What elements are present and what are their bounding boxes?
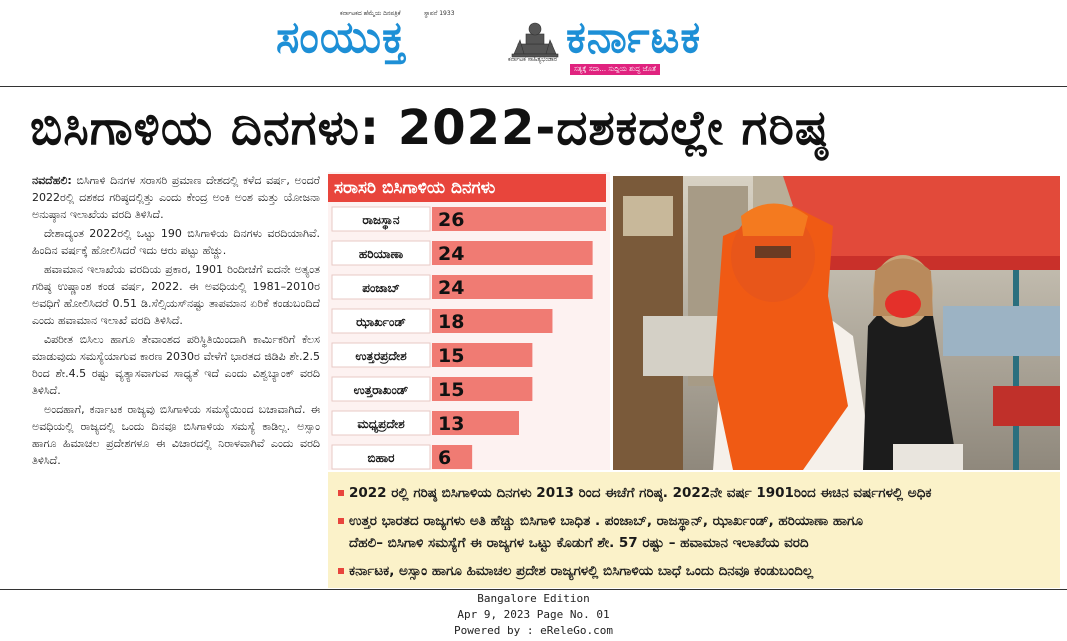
bar <box>432 377 533 401</box>
masthead: ಕರ್ನಾಟಕದ ಹೆಮ್ಮೆಯ ದಿನಪತ್ರಿಕೆ ಸ್ಥಾಪನೆ 1933… <box>0 0 1067 86</box>
headline: ಬಿಸಿಗಾಳಿಯ ದಿನಗಳು: 2022-ದಶಕದಲ್ಲೇ ಗರಿಷ್ಠ <box>30 100 829 156</box>
article-paragraph: ಹವಾಮಾನ ಇಲಾಖೆಯ ವರದಿಯ ಪ್ರಕಾರ, 1901 ರಿಂದೀಚೆ… <box>32 263 320 327</box>
category-label-box <box>331 206 431 232</box>
bar-value-label: 15 <box>438 345 464 367</box>
bar-value-label: 15 <box>438 379 464 401</box>
key-point: 2022 ರಲ್ಲಿ ಗರಿಷ್ಠ ಬಿಸಿಗಾಳಿಯ ದಿನಗಳು 2013 … <box>338 485 932 501</box>
category-label-box <box>331 274 431 300</box>
category-label: ಝಾರ್ಖಂಡ್ <box>356 315 406 329</box>
bar <box>432 309 553 333</box>
article-paragraph: ಅಂದಹಾಗೆ, ಕರ್ನಾಟಕ ರಾಜ್ಯವು ಬಿಸಿಗಾಳಿಯ ಸಮಸ್ಯ… <box>32 403 320 467</box>
heatwave-photo <box>613 176 1060 470</box>
category-label: ಉತ್ತರಪ್ರದೇಶ <box>355 349 407 364</box>
category-label-box <box>331 342 431 368</box>
masthead-founded-text: ಸ್ಥಾಪನೆ 1933 <box>424 10 455 17</box>
category-label: ಪಂಜಾಬ್ <box>362 281 400 295</box>
footer-powered-by: Powered by : eReleGo.com <box>454 624 613 637</box>
category-label-box <box>331 444 431 470</box>
category-label: ಹರಿಯಾಣಾ <box>359 247 403 261</box>
article-body: ನವದೆಹಲಿ: ಬಿಸಿಗಾಳಿ ದಿನಗಳ ಸರಾಸರಿ ಪ್ರಮಾಣ ದೇ… <box>32 172 320 589</box>
emblem-icon <box>511 22 559 58</box>
category-label: ರಾಜಸ್ಥಾನ <box>362 213 399 231</box>
bar-value-label: 26 <box>438 209 464 231</box>
masthead-tagline: ಸತ್ಯಕ್ಕೆ ಸದಾ... ಸುದ್ದಿಯ ಶುದ್ಧ ಜೊತೆ <box>570 64 660 75</box>
bar-chart: ಸರಾಸರಿ ಬಿಸಿಗಾಳಿಯ ದಿನಗಳು ರಾಜಸ್ಥಾನ 26 ಹರಿಯಾಣ… <box>328 172 610 470</box>
masthead-logo-right: ಕರ್ನಾಟಕ <box>566 12 702 63</box>
bar <box>432 445 473 469</box>
chart-svg: ರಾಜಸ್ಥಾನ 26 ಹರಿಯಾಣಾ 24 ಪಂಜಾಬ್ 24 ಝಾರ್ಖಂಡ್ 18 ಉತ್… <box>331 206 606 470</box>
footer-divider <box>0 589 1067 590</box>
bar-value-label: 13 <box>438 413 464 435</box>
bullet-square-icon <box>338 568 344 574</box>
category-label-box <box>331 240 431 266</box>
article-paragraph: ನವದೆಹಲಿ: ಬಿಸಿಗಾಳಿ ದಿನಗಳ ಸರಾಸರಿ ಪ್ರಮಾಣ ದೇ… <box>32 174 320 221</box>
bar-value-label: 24 <box>438 243 464 265</box>
bar <box>432 275 593 299</box>
category-label: ಬಿಹಾರ <box>368 451 396 465</box>
bullet-square-icon <box>338 490 344 496</box>
category-label: ಉತ್ತರಾಖಂಡ್ <box>354 383 409 398</box>
category-label-box <box>331 308 431 334</box>
bar-value-label: 24 <box>438 277 464 299</box>
article-paragraph: ದೇಶಾದ್ಯಂತ 2022ರಲ್ಲಿ ಒಟ್ಟು 190 ಬಿಸಿಗಾಳಿಯ … <box>32 227 320 257</box>
key-point: ಕರ್ನಾಟಕ, ಅಸ್ಸಾಂ ಹಾಗೂ ಹಿಮಾಚಲ ಪ್ರದೇಶ ರಾಜ್ಯ… <box>338 563 813 579</box>
key-points-box: 2022 ರಲ್ಲಿ ಗರಿಷ್ಠ ಬಿಸಿಗಾಳಿಯ ದಿನಗಳು 2013 … <box>328 472 1060 588</box>
bar <box>432 411 519 435</box>
emblem-caption: ಕರ್ನಾಟಕ ಸಾಹಿತ್ಯಭಂಡಾರ <box>508 56 558 63</box>
chart-title: ಸರಾಸರಿ ಬಿಸಿಗಾಳಿಯ ದಿನಗಳು <box>328 174 606 202</box>
masthead-small-text: ಕರ್ನಾಟಕದ ಹೆಮ್ಮೆಯ ದಿನಪತ್ರಿಕೆ <box>340 10 401 17</box>
category-label-box <box>331 410 431 436</box>
masthead-divider <box>0 86 1067 87</box>
category-label-box <box>331 376 431 402</box>
bar-value-label: 6 <box>438 447 451 469</box>
key-point: ಉತ್ತರ ಭಾರತದ ರಾಜ್ಯಗಳು ಅತಿ ಹೆಚ್ಚು ಬಿಸಿಗಾಳಿ… <box>338 513 863 529</box>
bullet-square-icon <box>338 518 344 524</box>
bar <box>432 343 533 367</box>
article-paragraph: ವಿಪರೀತ ಬಿಸಿಲು ಹಾಗೂ ತೇವಾಂಶದ ಪರಿಸ್ಥಿತಿಯಿಂದ… <box>32 333 320 397</box>
photo-illustration <box>613 176 1060 470</box>
category-label: ಮಧ್ಯಪ್ರದೇಶ <box>357 417 405 434</box>
bar-value-label: 18 <box>438 311 464 333</box>
masthead-logo-left: ಸಂಯುಕ್ತ <box>276 12 407 63</box>
bar <box>432 241 593 265</box>
bar <box>432 207 606 231</box>
key-point-continued: ದೆಹಲಿ– ಬಿಸಿಗಾಳಿ ಸಮಸ್ಯೆಗೆ ಈ ರಾಜ್ಯಗಳ ಒಟ್ಟು… <box>349 535 809 551</box>
footer-edition: Bangalore Edition <box>477 592 590 605</box>
footer-date-page: Apr 9, 2023 Page No. 01 <box>457 608 610 621</box>
dateline: ನವದೆಹಲಿ: <box>32 174 72 187</box>
